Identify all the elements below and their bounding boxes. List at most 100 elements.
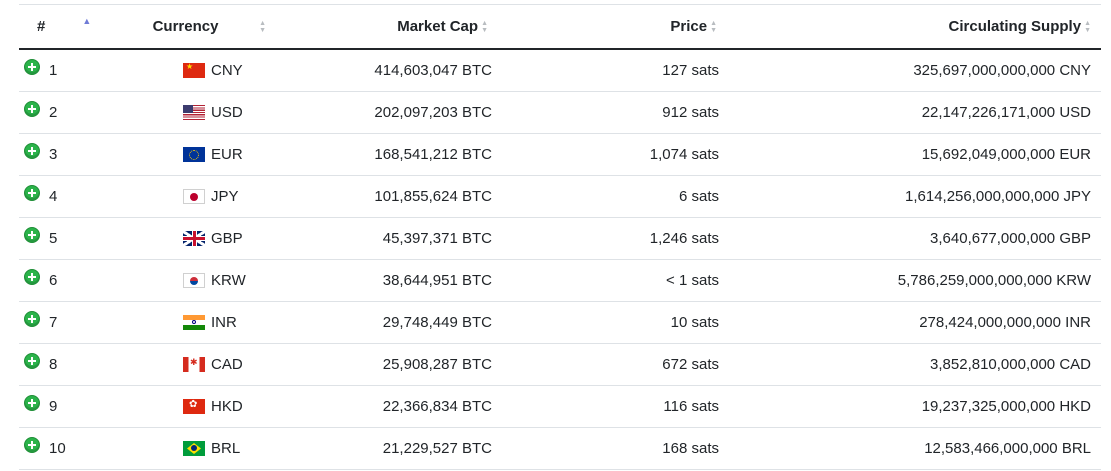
supply-cell: 325,697,000,000,000 CNY: [727, 49, 1101, 92]
market-cap-header-label: Market Cap: [397, 18, 479, 35]
market-cap-cell: 45,397,371 BTC: [273, 217, 498, 260]
supply-header-label: Circulating Supply: [948, 18, 1082, 35]
currency-cell: JPY: [94, 175, 273, 218]
rank-cell: 4: [19, 175, 94, 218]
sort-ascending-icon: ▲: [82, 15, 92, 26]
rank-number: 9: [49, 398, 58, 415]
sort-icon: ▲ ▼: [481, 19, 488, 34]
table-row[interactable]: 3 EUR 168,541,212 BTC 1,074 sats 15,692,049,…: [19, 133, 1101, 176]
brazil-flag-icon: [183, 441, 205, 456]
add-circle-icon[interactable]: [24, 100, 40, 117]
market-cap-cell: 202,097,203 BTC: [273, 91, 498, 134]
supply-cell: 12,583,466,000,000 BRL: [727, 427, 1101, 470]
add-circle-icon[interactable]: [24, 310, 40, 327]
rank-cell: 10: [19, 427, 94, 470]
market-cap-cell: 414,603,047 BTC: [273, 49, 498, 92]
currency-cell: HKD: [94, 385, 273, 428]
india-flag-icon: [183, 315, 205, 330]
currency-code[interactable]: EUR: [211, 146, 243, 163]
currency-cell: CAD: [94, 343, 273, 386]
korea-flag-icon: [183, 273, 205, 288]
currency-code[interactable]: USD: [211, 104, 243, 121]
rank-cell: 7: [19, 301, 94, 344]
currency-cell: EUR: [94, 133, 273, 176]
market-cap-cell: 25,908,287 BTC: [273, 343, 498, 386]
currency-header-label: Currency: [152, 18, 219, 35]
price-cell: 6 sats: [498, 175, 727, 218]
hong-kong-flag-icon: [183, 399, 205, 414]
currency-cell: GBP: [94, 217, 273, 260]
table-row[interactable]: 10 BRL 21,229,527 BTC 168 sats 12,583,466,00…: [19, 427, 1101, 470]
currency-code[interactable]: BRL: [211, 440, 241, 457]
rank-number: 2: [49, 104, 58, 121]
uk-flag-icon: [183, 231, 205, 246]
price-column-header[interactable]: Price ▲ ▼: [498, 4, 727, 50]
rank-header-label: #: [37, 18, 46, 35]
sort-icon: ▲ ▼: [259, 19, 266, 34]
table-row[interactable]: 7 INR 29,748,449 BTC 10 sats 278,424,000,000…: [19, 301, 1101, 344]
rank-cell: 8: [19, 343, 94, 386]
add-circle-icon[interactable]: [24, 394, 40, 411]
rank-number: 6: [49, 272, 58, 289]
currency-code[interactable]: GBP: [211, 230, 243, 247]
add-circle-icon[interactable]: [24, 142, 40, 159]
rank-cell: 3: [19, 133, 94, 176]
rank-cell: 1: [19, 49, 94, 92]
price-cell: 1,246 sats: [498, 217, 727, 260]
rank-cell: 6: [19, 259, 94, 302]
currency-cell: KRW: [94, 259, 273, 302]
currency-code[interactable]: JPY: [211, 188, 239, 205]
price-cell: 912 sats: [498, 91, 727, 134]
add-circle-icon[interactable]: [24, 184, 40, 201]
table-row[interactable]: 4 JPY 101,855,624 BTC 6 sats 1,614,256,000,0…: [19, 175, 1101, 218]
table-row[interactable]: 2 USD 202,097,203 BTC 912 sats 22,147,226,17…: [19, 91, 1101, 134]
currency-code[interactable]: KRW: [211, 272, 246, 289]
currency-cell: USD: [94, 91, 273, 134]
market-cap-cell: 29,748,449 BTC: [273, 301, 498, 344]
supply-cell: 5,786,259,000,000,000 KRW: [727, 259, 1101, 302]
currency-column-header[interactable]: Currency ▲ ▼: [94, 4, 273, 50]
add-circle-icon[interactable]: [24, 226, 40, 243]
add-circle-icon[interactable]: [24, 436, 40, 453]
price-cell: 672 sats: [498, 343, 727, 386]
table-row[interactable]: 5 GBP 45,397,371 BTC 1,246 sats 3,640,677,00…: [19, 217, 1101, 260]
currency-cell: CNY: [94, 49, 273, 92]
supply-column-header[interactable]: Circulating Supply ▲ ▼: [727, 4, 1101, 50]
add-circle-icon[interactable]: [24, 58, 40, 75]
price-header-label: Price: [670, 18, 708, 35]
currency-code[interactable]: CAD: [211, 356, 243, 373]
market-cap-column-header[interactable]: Market Cap ▲ ▼: [273, 4, 498, 50]
supply-cell: 278,424,000,000,000 INR: [727, 301, 1101, 344]
supply-cell: 22,147,226,171,000 USD: [727, 91, 1101, 134]
rank-cell: 9: [19, 385, 94, 428]
market-cap-cell: 21,229,527 BTC: [273, 427, 498, 470]
currency-table: # ▲ Currency ▲ ▼ Market Cap ▲ ▼ Price: [19, 4, 1101, 470]
add-circle-icon[interactable]: [24, 352, 40, 369]
table-row[interactable]: 6 KRW 38,644,951 BTC < 1 sats 5,786,259,000,…: [19, 259, 1101, 302]
rank-cell: 2: [19, 91, 94, 134]
rank-cell: 5: [19, 217, 94, 260]
market-cap-cell: 168,541,212 BTC: [273, 133, 498, 176]
currency-code[interactable]: CNY: [211, 62, 243, 79]
supply-cell: 3,852,810,000,000 CAD: [727, 343, 1101, 386]
currency-code[interactable]: INR: [211, 314, 237, 331]
japan-flag-icon: [183, 189, 205, 204]
supply-cell: 1,614,256,000,000,000 JPY: [727, 175, 1101, 218]
rank-number: 10: [49, 440, 66, 457]
price-cell: 127 sats: [498, 49, 727, 92]
table-header-row: # ▲ Currency ▲ ▼ Market Cap ▲ ▼ Price: [19, 4, 1101, 50]
rank-column-header[interactable]: # ▲: [19, 4, 94, 50]
currency-cell: BRL: [94, 427, 273, 470]
supply-cell: 3,640,677,000,000 GBP: [727, 217, 1101, 260]
currency-code[interactable]: HKD: [211, 398, 243, 415]
market-cap-cell: 38,644,951 BTC: [273, 259, 498, 302]
usa-flag-icon: [183, 105, 205, 120]
add-circle-icon[interactable]: [24, 268, 40, 285]
rank-number: 7: [49, 314, 58, 331]
sort-icon: ▲ ▼: [710, 19, 717, 34]
market-cap-cell: 22,366,834 BTC: [273, 385, 498, 428]
canada-flag-icon: [183, 357, 205, 372]
